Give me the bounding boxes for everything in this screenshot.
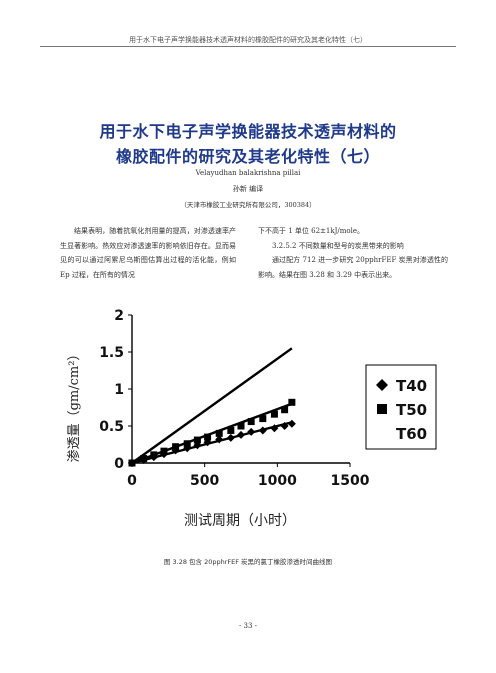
fit-line-t50 bbox=[131, 402, 293, 465]
data-point-t50 bbox=[150, 451, 158, 459]
x-tick-label: 1500 bbox=[331, 473, 370, 489]
translator: 孙新 编译 bbox=[232, 185, 264, 193]
permeation-chart: 0 0.5 1 1.5 2 0 500 1000 1500 T40 T50 T60 渗透量（gm/c… bbox=[67, 308, 437, 529]
y-tick-label: 1 bbox=[114, 382, 124, 398]
legend-label-t50: T50 bbox=[396, 401, 427, 419]
data-point-t50 bbox=[140, 455, 148, 463]
y-tick-label: 2 bbox=[114, 308, 124, 324]
section-heading: 3.2.5.2 不同数量和型号的炭黑带来的影响 bbox=[272, 241, 404, 250]
data-point-t40 bbox=[280, 422, 289, 430]
data-point-t40 bbox=[287, 419, 296, 428]
article-title-line-1: 用于水下电子声学换能器技术透声材料的 bbox=[99, 122, 397, 141]
data-point-t50 bbox=[193, 436, 201, 444]
y-tick-label: 0.5 bbox=[99, 419, 124, 435]
data-point-t50 bbox=[128, 459, 136, 467]
affiliation: （天津市橡胶工业研究所有限公司，300384） bbox=[180, 201, 316, 209]
legend-label-t40: T40 bbox=[396, 377, 427, 395]
body-paragraph: 通过配方 712 进一步研究 20pphrFEF 炭黑对渗透性的影响。结果在图 … bbox=[258, 256, 448, 279]
data-point-t50 bbox=[247, 418, 255, 426]
data-point-t50 bbox=[183, 440, 191, 448]
data-point-t50 bbox=[237, 422, 245, 430]
y-tick-label: 1.5 bbox=[99, 345, 124, 361]
data-point-t50 bbox=[215, 429, 223, 437]
data-point-t40 bbox=[270, 424, 279, 433]
data-point-t40 bbox=[247, 427, 256, 436]
data-point-t50 bbox=[160, 447, 168, 455]
data-point-t50 bbox=[204, 433, 212, 441]
x-axis-label: 测试周期（小时） bbox=[184, 513, 296, 529]
article-title-line-2: 橡胶配件的研究及其老化特性（七） bbox=[115, 147, 380, 166]
data-point-t40 bbox=[237, 430, 245, 439]
fit-line-t60 bbox=[131, 347, 293, 464]
legend-marker-t50 bbox=[377, 404, 387, 414]
data-point-t40 bbox=[171, 446, 180, 455]
data-point-t50 bbox=[172, 443, 180, 451]
x-tick-label: 1000 bbox=[258, 473, 297, 489]
x-tick-label: 0 bbox=[127, 473, 137, 489]
data-point-t40 bbox=[258, 426, 267, 435]
data-point-t40 bbox=[215, 435, 224, 444]
data-point-t40 bbox=[226, 433, 235, 442]
y-axis-label: 渗透量（gm/cm²） bbox=[67, 348, 82, 463]
body-column-left: 结果表明，随着抗氧化剂用量的提高，对渗透速率产生显著影响。热效应对渗透速率的影响… bbox=[60, 224, 236, 282]
legend-box bbox=[365, 364, 437, 450]
author-name: Velayudhan balakrishna pillai bbox=[195, 169, 301, 177]
data-point-t40 bbox=[193, 441, 202, 450]
x-tick-label: 500 bbox=[190, 473, 219, 489]
legend-label-t60: T60 bbox=[396, 425, 427, 443]
legend-marker-t40 bbox=[376, 379, 388, 391]
data-point-t50 bbox=[288, 398, 296, 406]
figure-caption: 图 3.28 包含 20pphrFEF 炭黑的氯丁橡胶渗透时间曲线图 bbox=[163, 558, 333, 566]
header-rule bbox=[40, 46, 456, 47]
data-point-t50 bbox=[281, 406, 289, 414]
body-paragraph: 结果表明，随着抗氧化剂用量的提高，对渗透速率产生显著影响。热效应对渗透速率的影响… bbox=[60, 227, 236, 279]
data-point-t50 bbox=[270, 410, 278, 418]
body-paragraph: 下不高于 1 单位 62±1kJ/mole。 bbox=[258, 227, 364, 235]
data-point-t50 bbox=[259, 415, 267, 423]
page-number: - 33 - bbox=[238, 622, 258, 630]
y-tick-label: 0 bbox=[114, 456, 124, 472]
data-point-t50 bbox=[227, 426, 235, 434]
body-column-right: 下不高于 1 单位 62±1kJ/mole。 3.2.5.2 不同数量和型号的炭… bbox=[258, 224, 448, 282]
running-head: 用于水下电子声学换能器技术透声材料的橡胶配件的研究及其老化特性（七） bbox=[129, 36, 367, 44]
